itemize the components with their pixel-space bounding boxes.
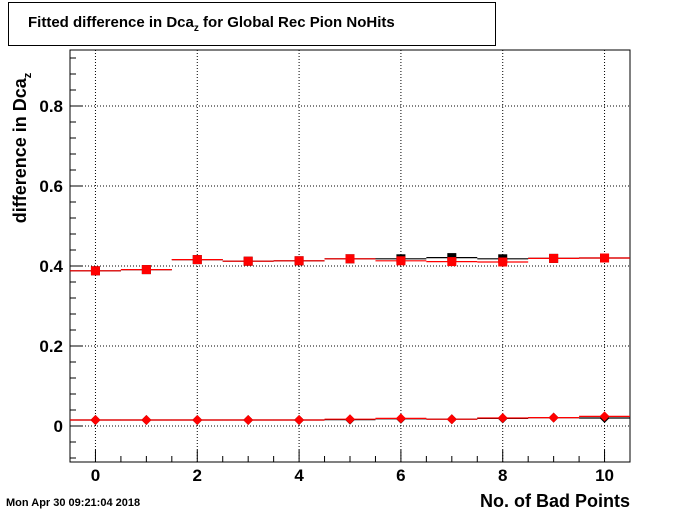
x-tick-label: 2 bbox=[193, 466, 202, 485]
y-tick-label: 0.8 bbox=[39, 97, 63, 116]
axes: 0 2 4 6 8 10 0 0.2 0.4 0.6 0.8 bbox=[39, 57, 631, 485]
data-point-diamond bbox=[446, 414, 457, 425]
data-point-diamond bbox=[345, 414, 355, 425]
data-marks bbox=[70, 253, 630, 425]
data-point-square bbox=[447, 257, 457, 267]
grid-lines bbox=[70, 50, 630, 462]
data-point-diamond bbox=[192, 415, 203, 425]
x-axis-label: No. of Bad Points bbox=[480, 491, 630, 511]
x-tick-label: 4 bbox=[294, 466, 304, 485]
title-box: Fitted difference in Dcaz for Global Rec… bbox=[8, 2, 496, 46]
data-point-diamond bbox=[599, 411, 610, 422]
data-point-diamond bbox=[90, 415, 101, 425]
timestamp: Mon Apr 30 09:21:04 2018 bbox=[6, 497, 141, 509]
x-tick-label: 6 bbox=[396, 466, 405, 485]
data-point-square bbox=[498, 257, 508, 267]
x-tick-label: 0 bbox=[91, 466, 100, 485]
data-point-square bbox=[141, 265, 151, 275]
data-point-square bbox=[600, 253, 610, 263]
y-tick-label: 0 bbox=[54, 417, 63, 436]
x-tick-label: 8 bbox=[498, 466, 507, 485]
x-tick-label: 10 bbox=[595, 466, 614, 485]
y-tick-label: 0.2 bbox=[39, 337, 63, 356]
y-axis-label: difference in Dcaz bbox=[10, 72, 34, 224]
y-tick-label: 0.6 bbox=[39, 177, 63, 196]
data-point-diamond bbox=[141, 415, 152, 425]
data-point-square bbox=[345, 254, 355, 264]
data-point-square bbox=[396, 256, 406, 266]
data-point-square bbox=[294, 256, 304, 266]
chart-title: Fitted difference in Dcaz for Global Rec… bbox=[28, 14, 395, 34]
data-point-square bbox=[549, 253, 559, 263]
data-point-square bbox=[90, 266, 100, 276]
data-point-diamond bbox=[548, 412, 559, 423]
y-tick-label: 0.4 bbox=[39, 257, 63, 276]
data-point-diamond bbox=[243, 415, 254, 425]
data-point-square bbox=[192, 255, 202, 265]
data-point-diamond bbox=[497, 413, 508, 423]
data-point-square bbox=[243, 256, 253, 266]
data-point-diamond bbox=[294, 415, 305, 425]
data-point-diamond bbox=[395, 413, 406, 424]
